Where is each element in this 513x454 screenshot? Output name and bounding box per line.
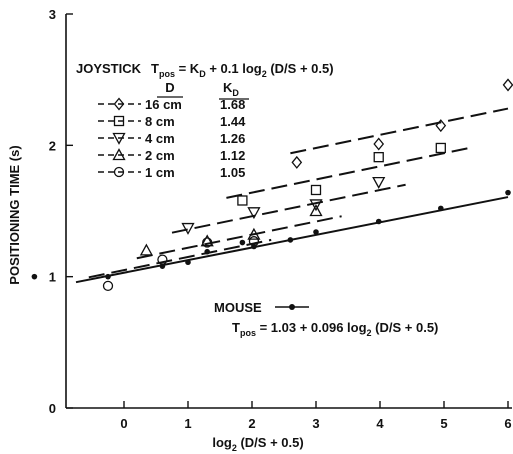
mouse-equation-t-sub: pos — [240, 328, 256, 338]
fit-line-4cm — [171, 183, 406, 234]
legend-d-value: 2 cm — [145, 148, 175, 163]
fit-line-8cm — [226, 146, 470, 199]
x-axis-title-subscript: 2 — [232, 443, 237, 453]
mouse-data-point — [375, 218, 382, 225]
data-point-8cm — [237, 195, 248, 206]
mouse-legend-point — [289, 304, 295, 310]
mouse-data-point — [251, 243, 257, 250]
data-point-8cm — [310, 184, 322, 196]
data-point-16cm — [373, 137, 385, 151]
y-tick-label: 2 — [49, 138, 56, 153]
data-point-16cm — [435, 119, 447, 133]
legend-kd-value: 1.68 — [220, 97, 245, 112]
plot-layer: 0 1 2 3 0 1 2 3 4 5 6 — [31, 7, 513, 431]
mouse-equation: Tpos = 1.03 + 0.096 log2 (D/S + 0.5) — [232, 320, 438, 338]
joystick-equation: JOYSTICK Tpos = KD + 0.1 log2 (D/S + 0.5) — [76, 61, 334, 79]
data-point-4cm — [309, 199, 323, 212]
x-axis-title-rest: (D/S + 0.5) — [237, 435, 304, 450]
mouse-data-point — [287, 237, 294, 243]
fit-line-16cm — [290, 107, 509, 155]
joystick-equation-log-sub: 2 — [262, 69, 267, 79]
legend-kd-value: 1.26 — [220, 131, 245, 146]
y-tick-label: 0 — [49, 401, 56, 416]
mouse-data-point — [105, 273, 111, 280]
y-tick-label: 1 — [49, 270, 56, 285]
mouse-data-point — [505, 189, 511, 196]
mouse-legend-sample — [275, 304, 309, 310]
data-point-16cm — [502, 78, 513, 92]
data-point-8cm — [435, 142, 446, 154]
data-point-2cm — [247, 227, 261, 240]
legend-col-k-sub: D — [232, 88, 239, 98]
data-point-8cm — [373, 152, 384, 163]
mouse-data-point — [204, 248, 210, 255]
joystick-equation-t-sub: pos — [159, 69, 175, 79]
legend-kd-value: 1.05 — [220, 165, 245, 180]
mouse-data-point — [31, 273, 38, 280]
x-tick-label: 5 — [440, 416, 447, 431]
legend-col-k-letter: K — [223, 80, 233, 95]
legend: 16 cm 1.68 8 cm 1.44 4 cm 1.26 2 cm 1.12 1 cm 1.0… — [98, 97, 246, 180]
x-tick-label: 6 — [504, 416, 511, 431]
legend-marker — [113, 115, 125, 127]
x-tick-label: 1 — [184, 416, 191, 431]
legend-row: 4 cm 1.26 — [98, 131, 245, 146]
mouse-data-point — [438, 205, 444, 212]
data-point-2cm — [139, 243, 153, 256]
legend-kd-value: 1.12 — [220, 148, 245, 163]
legend-d-value: 8 cm — [145, 114, 175, 129]
joystick-equation-tail: + 0.1 log — [206, 61, 262, 76]
data-point-4cm — [247, 207, 261, 220]
joystick-equation-mid: = K — [175, 61, 200, 76]
legend-col-d: D — [165, 80, 174, 95]
x-tick-label: 3 — [312, 416, 319, 431]
mouse-equation-log-sub: 2 — [367, 328, 372, 338]
legend-d-value: 4 cm — [145, 131, 175, 146]
data-point-1cm — [102, 280, 114, 292]
x-tick-label: 4 — [376, 416, 384, 431]
legend-marker — [113, 166, 125, 178]
joystick-equation-t: T — [151, 61, 159, 76]
legend-kd-value: 1.44 — [220, 114, 246, 129]
legend-row: 1 cm 1.05 — [98, 165, 245, 180]
mouse-data-point — [185, 259, 191, 266]
joystick-equation-end: (D/S + 0.5) — [267, 61, 334, 76]
data-point-2cm — [309, 204, 323, 217]
fit-line-2cm — [136, 215, 342, 260]
x-tick-label: 2 — [248, 416, 255, 431]
legend-col-k: KD — [223, 80, 239, 98]
joystick-equation-lead: JOYSTICK — [76, 61, 142, 76]
legend-row: 2 cm 1.12 — [98, 148, 245, 163]
y-tick-label: 3 — [49, 7, 56, 22]
legend-row: 8 cm 1.44 — [98, 114, 246, 129]
mouse-equation-t: T — [232, 320, 240, 335]
mouse-equation-end: (D/S + 0.5) — [372, 320, 439, 335]
data-point-1cm — [202, 237, 213, 248]
legend-row: 16 cm 1.68 — [98, 97, 245, 112]
mouse-data-point — [239, 239, 246, 246]
legend-marker — [113, 97, 125, 111]
mouse-data-point — [313, 229, 319, 235]
x-tick-label: 0 — [120, 416, 127, 431]
data-point-4cm — [181, 222, 195, 235]
legend-marker — [112, 148, 126, 161]
y-axis-title: POSITIONING TIME (s) — [7, 145, 22, 284]
mouse-equation-mid: = 1.03 + 0.096 log — [256, 320, 367, 335]
legend-d-value: 16 cm — [145, 97, 182, 112]
data-point-16cm — [291, 155, 303, 169]
mouse-data-point — [159, 263, 166, 269]
legend-marker — [112, 132, 126, 145]
legend-d-value: 1 cm — [145, 165, 175, 180]
fit-line-1cm — [88, 238, 272, 279]
data-point-4cm — [372, 176, 386, 189]
mouse-label: MOUSE — [214, 300, 262, 315]
data-point-2cm — [200, 234, 214, 247]
x-axis-title: log2 (D/S + 0.5) — [212, 435, 303, 453]
joystick-equation-k-sub: D — [199, 69, 206, 79]
